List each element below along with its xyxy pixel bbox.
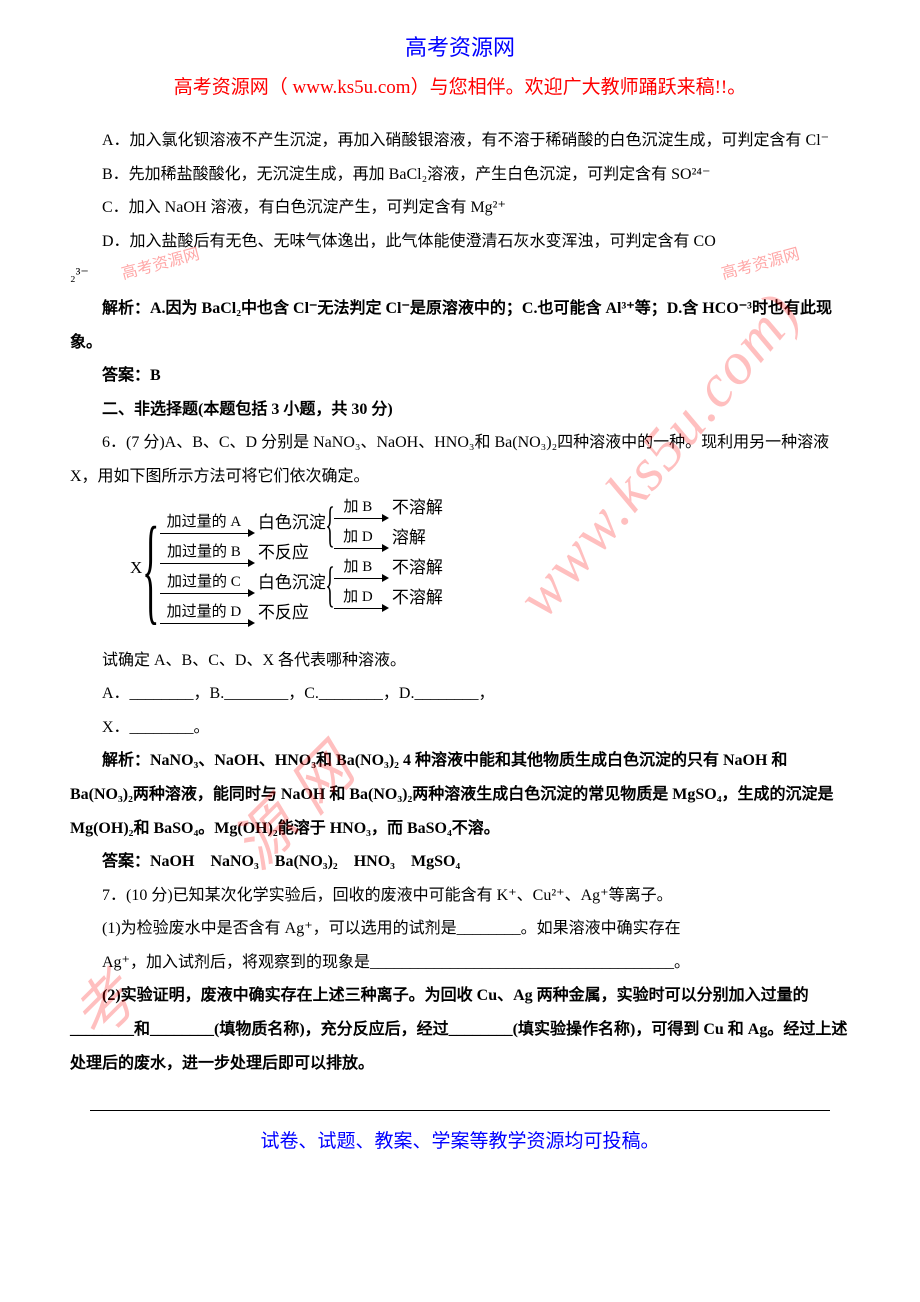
q6-blanks-2: X．________。 (70, 711, 850, 745)
arrow-label: 加过量的 D (160, 603, 248, 625)
option-d-line2: ₂³⁻ (70, 258, 850, 292)
page-header-subtitle: 高考资源网（ www.ks5u.com）与您相伴。欢迎广大教师踊跃来稿!!。 (70, 72, 850, 99)
result-text: 不反应 (258, 602, 309, 624)
q6-ask: 试确定 A、B、C、D、X 各代表哪种溶液。 (70, 644, 850, 678)
result-text: 溶解 (392, 527, 426, 549)
q6-stem: 6．(7 分)A、B、C、D 分别是 NaNO₃、NaOH、HNO₃和 Ba(N… (70, 426, 850, 493)
diagram-x-label: X (130, 557, 142, 579)
result-text: 白色沉淀 (258, 512, 326, 534)
branch-a: 加过量的 A 白色沉淀 { 加 B 不溶解 加 D 溶解 (160, 509, 443, 539)
arrow-label: 加 D (334, 588, 382, 610)
option-c: C．加入 NaOH 溶液，有白色沉淀产生，可判定含有 Mg²⁺ (70, 191, 850, 225)
arrow-label: 加 D (334, 528, 382, 550)
arrow-label: 加过量的 C (160, 573, 248, 595)
q7-part2: (2)实验证明，废液中确实存在上述三种离子。为回收 Cu、Ag 两种金属，实验时… (70, 979, 850, 1080)
option-b: B．先加稀盐酸酸化，无沉淀生成，再加 BaCl₂溶液，产生白色沉淀，可判定含有 … (70, 158, 850, 192)
option-a: A．加入氯化钡溶液不产生沉淀，再加入硝酸银溶液，有不溶于稀硝酸的白色沉淀生成，可… (70, 124, 850, 158)
result-text: 白色沉淀 (258, 572, 326, 594)
result-text: 不溶解 (392, 497, 443, 519)
section2-title: 二、非选择题(本题包括 3 小题，共 30 分) (70, 393, 850, 427)
answer-5: 答案：B (70, 359, 850, 393)
arrow-label: 加 B (334, 498, 382, 520)
q6-diagram: X { 加过量的 A 白色沉淀 { 加 B 不溶解 加 D (130, 509, 850, 629)
arrow-label: 加过量的 A (160, 513, 248, 535)
footer-text: 试卷、试题、教案、学案等教学资源均可投稿。 (70, 1126, 850, 1153)
result-text: 不溶解 (392, 557, 443, 579)
analysis-5: 解析：A.因为 BaCl₂中也含 Cl⁻无法判定 Cl⁻是原溶液中的；C.也可能… (70, 292, 850, 359)
q6-blanks-1: A．________，B.________，C.________，D._____… (70, 677, 850, 711)
subtitle-prefix: 高考资源网（ (174, 77, 293, 98)
arrow-label: 加 B (334, 558, 382, 580)
q7-part1a: (1)为检验废水中是否含有 Ag⁺，可以选用的试剂是________。如果溶液中… (70, 912, 850, 946)
q6-answer: 答案：NaOH NaNO₃ Ba(NO₃)₂ HNO₃ MgSO₄ (70, 845, 850, 879)
q6-analysis: 解析：NaNO₃、NaOH、HNO₃和 Ba(NO₃)₂ 4 种溶液中能和其他物… (70, 744, 850, 845)
document-content: A．加入氯化钡溶液不产生沉淀，再加入硝酸银溶液，有不溶于稀硝酸的白色沉淀生成，可… (70, 124, 850, 1080)
result-text: 不溶解 (392, 587, 443, 609)
q7-part1b: Ag⁺，加入试剂后，将观察到的现象是______________________… (70, 946, 850, 980)
result-text: 不反应 (258, 542, 309, 564)
subtitle-url: www.ks5u.com (293, 77, 411, 98)
branch-c: 加过量的 C 白色沉淀 { 加 B 不溶解 加 D 不溶解 (160, 569, 443, 599)
subtitle-suffix: ）与您相伴。欢迎广大教师踊跃来稿!!。 (411, 77, 747, 98)
footer-divider (90, 1110, 830, 1111)
page-header-title: 高考资源网 (70, 30, 850, 62)
option-d-line1: D．加入盐酸后有无色、无味气体逸出，此气体能使澄清石灰水变浑浊，可判定含有 CO (70, 225, 850, 259)
arrow-label: 加过量的 B (160, 543, 248, 565)
q7-stem: 7．(10 分)已知某次化学实验后，回收的废液中可能含有 K⁺、Cu²⁺、Ag⁺… (70, 879, 850, 913)
